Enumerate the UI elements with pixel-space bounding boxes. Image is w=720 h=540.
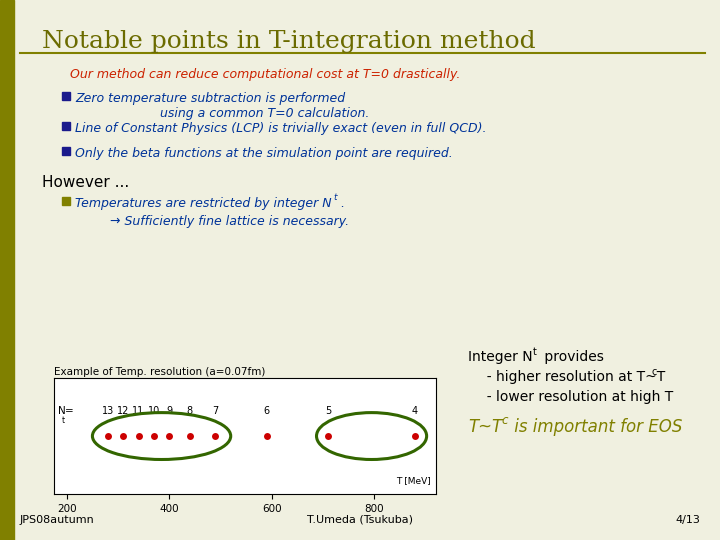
Text: 5: 5	[325, 406, 331, 416]
Text: t: t	[333, 193, 336, 202]
Text: Integer N: Integer N	[468, 350, 533, 364]
Text: 12: 12	[117, 406, 130, 416]
Text: Example of Temp. resolution (a=0.07fm): Example of Temp. resolution (a=0.07fm)	[54, 367, 266, 377]
Text: 13: 13	[102, 406, 114, 416]
Text: Line of Constant Physics (LCP) is trivially exact (even in full QCD).: Line of Constant Physics (LCP) is trivia…	[75, 122, 487, 135]
Text: T.Umeda (Tsukuba): T.Umeda (Tsukuba)	[307, 515, 413, 525]
Text: =: =	[65, 406, 73, 416]
Text: is important for EOS: is important for EOS	[509, 418, 683, 436]
Text: N: N	[58, 406, 66, 416]
Bar	[62, 122, 70, 130]
Text: JPS08autumn: JPS08autumn	[20, 515, 95, 525]
Text: Temperatures are restricted by integer N: Temperatures are restricted by integer N	[75, 197, 332, 210]
Text: Zero temperature subtraction is performed: Zero temperature subtraction is performe…	[75, 92, 345, 105]
Text: T [MeV]: T [MeV]	[396, 476, 431, 485]
Text: 4: 4	[412, 406, 418, 416]
Text: using a common T=0 calculation.: using a common T=0 calculation.	[160, 107, 369, 120]
Text: 7: 7	[212, 406, 218, 416]
Text: - lower resolution at high T: - lower resolution at high T	[478, 390, 673, 404]
Text: Our method can reduce computational cost at T=0 drastically.: Our method can reduce computational cost…	[70, 68, 460, 81]
Text: c: c	[501, 414, 508, 427]
Text: 11: 11	[132, 406, 145, 416]
Text: Notable points in T-integration method: Notable points in T-integration method	[42, 30, 536, 53]
Text: c: c	[651, 367, 657, 377]
Text: 10: 10	[148, 406, 160, 416]
Text: t: t	[62, 416, 66, 425]
Text: .: .	[340, 197, 344, 210]
Text: → Sufficiently fine lattice is necessary.: → Sufficiently fine lattice is necessary…	[110, 215, 349, 228]
Text: - higher resolution at T~T: - higher resolution at T~T	[478, 370, 665, 384]
Bar	[0, 0, 14, 540]
Text: 4/13: 4/13	[675, 515, 700, 525]
Bar	[62, 92, 70, 100]
Bar	[62, 147, 70, 155]
Text: However ...: However ...	[42, 175, 130, 190]
Text: 8: 8	[186, 406, 193, 416]
Text: provides: provides	[540, 350, 604, 364]
Text: 6: 6	[264, 406, 269, 416]
Bar	[62, 197, 70, 205]
Text: Only the beta functions at the simulation point are required.: Only the beta functions at the simulatio…	[75, 147, 453, 160]
Text: 9: 9	[166, 406, 172, 416]
Text: T~T: T~T	[468, 418, 502, 436]
Text: t: t	[533, 347, 537, 357]
